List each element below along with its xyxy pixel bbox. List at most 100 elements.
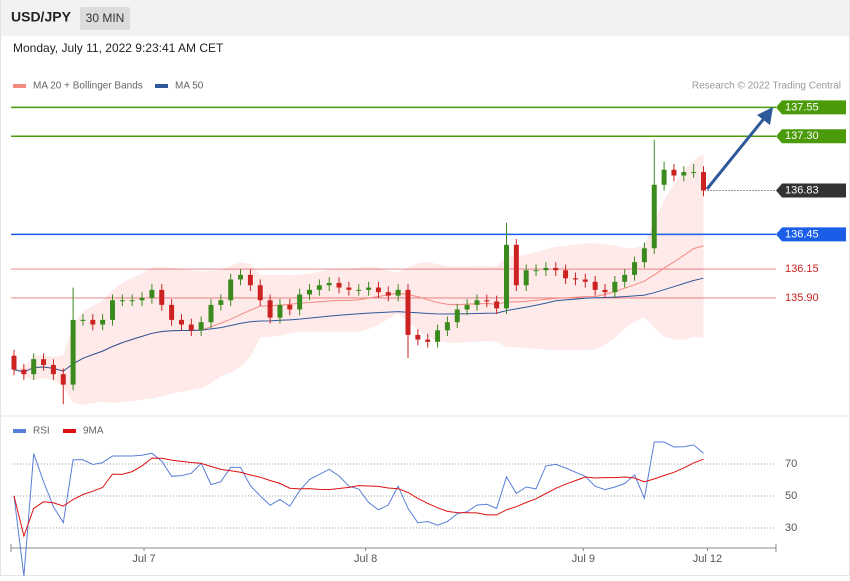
header-bar [0, 0, 850, 36]
legend-swatch [63, 429, 76, 433]
candle-body [602, 289, 608, 293]
interval-button[interactable] [80, 7, 130, 30]
candle-body [346, 287, 352, 290]
candle-body [375, 287, 381, 293]
y-tick-label: 30 [785, 522, 797, 534]
x-tick-label: Jul 12 [693, 553, 722, 565]
candle-body [149, 289, 155, 298]
candle-body [287, 304, 293, 310]
rsi-ma-line [13, 457, 704, 538]
candle-body [316, 285, 322, 290]
candle-body [474, 300, 480, 305]
candle-body [257, 285, 263, 301]
forecast-arrowhead [757, 107, 773, 125]
legend-swatch [155, 84, 168, 88]
candle-body [484, 300, 490, 302]
x-tick-label: Jul 7 [132, 553, 155, 565]
candle-body [129, 300, 135, 302]
candle-body [31, 359, 37, 375]
candle-body [661, 169, 667, 185]
candle-body [41, 359, 47, 365]
candle-body [208, 304, 214, 323]
candle-body [119, 300, 125, 302]
candle-body [80, 319, 86, 321]
level-label: 136.83 [785, 184, 819, 196]
candle-body [277, 304, 283, 318]
candle-body [11, 355, 17, 370]
candle-body [326, 282, 332, 286]
ma50-line [13, 277, 704, 373]
candle-body [533, 270, 539, 272]
candle-body [218, 300, 224, 305]
candle-body [50, 364, 56, 375]
candle-body [110, 300, 115, 320]
candle-body [592, 281, 598, 290]
candle-body [671, 169, 677, 176]
x-tick-label: Jul 9 [572, 553, 595, 565]
level-label: 136.15 [785, 263, 819, 275]
candle-body [405, 289, 411, 335]
candle-body [612, 281, 618, 293]
candle-body [641, 248, 647, 263]
candle-body [21, 369, 27, 375]
candle-body [563, 270, 569, 279]
candle-body [415, 334, 421, 340]
candle-body [395, 289, 401, 296]
candle-body [435, 330, 441, 342]
candle-body [169, 304, 175, 320]
candle-body [651, 184, 657, 249]
level-label: 137.30 [785, 130, 819, 142]
candle-body [543, 267, 549, 271]
y-tick-label: 70 [785, 458, 797, 470]
candle-body [444, 322, 450, 331]
legend-swatch [13, 84, 26, 88]
x-tick-label: Jul 8 [354, 553, 377, 565]
legend-label: MA 50 [175, 81, 204, 92]
candle-body [425, 339, 431, 342]
candle-body [297, 294, 303, 310]
candle-body [553, 267, 559, 271]
level-tag [776, 129, 846, 144]
candle-body [572, 278, 578, 280]
candle-body [178, 319, 184, 325]
candle-body [159, 289, 165, 305]
interval[interactable]: 30 MIN [86, 11, 125, 25]
candle-body [494, 301, 500, 309]
candle-body [336, 282, 342, 288]
level-label: 135.90 [785, 292, 819, 304]
candle-body [454, 309, 460, 323]
candle-body [366, 287, 372, 290]
candle-body [238, 274, 244, 280]
candle-body [504, 244, 509, 309]
level-label: 136.45 [785, 228, 819, 240]
candle-body [228, 279, 234, 301]
candle-body [267, 300, 273, 318]
level-tag [776, 100, 846, 115]
candle-body [247, 274, 253, 286]
candle-body [139, 297, 145, 301]
candle-body [513, 244, 519, 286]
candle-body [188, 324, 194, 331]
candle-body [307, 289, 312, 295]
candle-body [90, 319, 96, 325]
candle-body [582, 279, 588, 282]
legend-swatch [13, 429, 26, 433]
y-tick-label: 50 [785, 490, 797, 502]
candle-body [356, 289, 362, 291]
candle-body [622, 274, 628, 282]
bollinger-band [14, 154, 704, 405]
level-tag [776, 227, 846, 242]
credit: Research © 2022 Trading Central [692, 81, 841, 92]
candle-body [385, 292, 391, 296]
candle-body [198, 322, 204, 331]
candle-body [100, 319, 106, 325]
candle-body [523, 270, 529, 286]
candle-body [70, 319, 76, 385]
legend-label: RSI [33, 426, 50, 437]
candle-body [681, 172, 687, 176]
legend-label: MA 20 + Bollinger Bands [33, 81, 143, 92]
candle-body [701, 172, 706, 191]
candle-body [691, 172, 697, 174]
